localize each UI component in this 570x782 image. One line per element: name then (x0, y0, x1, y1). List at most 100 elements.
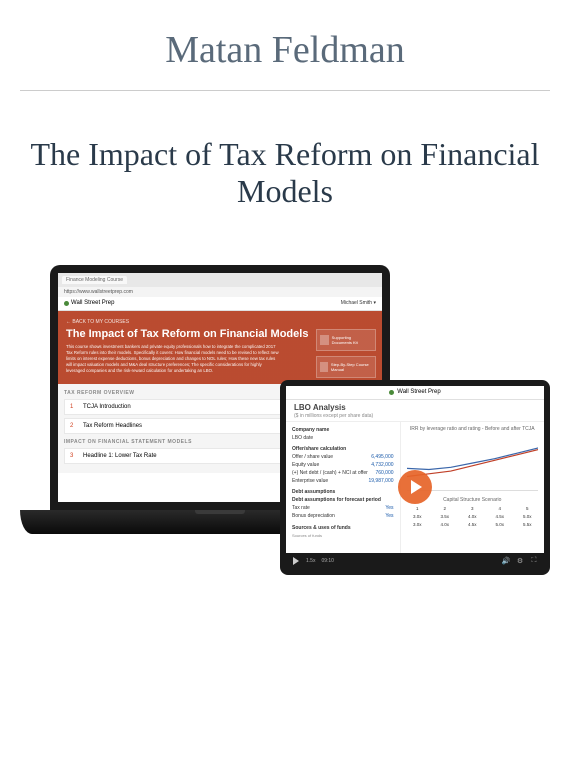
cell-label: Bonus depreciation (292, 513, 335, 519)
cell-value: Yes (385, 505, 393, 511)
cell-label: LBO date (292, 435, 313, 441)
fullscreen-icon[interactable]: ⛶ (530, 557, 538, 565)
table-row: LBO date (292, 434, 394, 442)
cell-value: 760,000 (375, 470, 393, 476)
cell-value: 4,732,000 (371, 462, 393, 468)
spreadsheet-subtitle: ($ in millions except per share data) (286, 413, 544, 422)
table-row: Debt assumptions for forecast period (292, 496, 394, 504)
cell-label: Sources & uses of funds (292, 525, 351, 531)
back-to-courses-link[interactable]: ← BACK TO MY COURSES (66, 319, 374, 325)
table-row: Equity value 4,732,000 (292, 461, 394, 469)
lesson-number: 3 (70, 453, 78, 459)
scenario-val: 3.0x (407, 522, 429, 527)
scenario-col: 5 (517, 506, 539, 511)
browser-tab-bar: Finance Modeling Course (58, 273, 382, 287)
cell-value: Yes (385, 513, 393, 519)
lesson-title: Tax Reform Headlines (83, 423, 142, 429)
cell-label: Debt assumptions (292, 489, 335, 495)
scenario-val: 3.0x (407, 514, 429, 519)
course-manual-card[interactable]: Step-By-Step Course Manual (316, 356, 376, 378)
divider-line (20, 90, 550, 91)
chart-title: IRR by leverage ratio and rating - Befor… (407, 426, 538, 432)
logo-icon (389, 390, 394, 395)
cell-label: Equity value (292, 462, 319, 468)
table-row: Offer/share calculation (292, 445, 394, 453)
site-header: Wall Street Prep Michael Smith ▾ (58, 297, 382, 311)
tablet-mockup: Wall Street Prep LBO Analysis ($ in mill… (280, 380, 550, 575)
supporting-docs-card[interactable]: Supporting Documents Kit (316, 329, 376, 351)
scenario-col: 4 (489, 506, 511, 511)
site-name: Wall Street Prep (71, 300, 114, 306)
manual-icon (320, 362, 328, 372)
table-row: Enterprise value 19,987,000 (292, 477, 394, 485)
cell-label: Company name (292, 427, 329, 433)
playback-speed[interactable]: 1.5x (306, 558, 315, 564)
spreadsheet-title: LBO Analysis (286, 400, 544, 413)
device-mockups: Finance Modeling Course https://www.wall… (20, 265, 550, 665)
hero-section: ← BACK TO MY COURSES The Impact of Tax R… (58, 311, 382, 385)
video-control-bar: 1.5x 09:10 🔊 ⚙ ⛶ (286, 553, 544, 569)
cell-label: (+) Net debt / (cash) + NCI at offer (292, 470, 368, 476)
cell-label: Enterprise value (292, 478, 328, 484)
play-icon (293, 557, 299, 565)
user-name-label: Michael Smith (341, 300, 372, 306)
user-menu[interactable]: Michael Smith ▾ (341, 300, 376, 306)
table-row: Debt assumptions (292, 488, 394, 496)
play-icon (411, 480, 422, 494)
scenario-data-row: 3.0x 3.5x 4.0x 4.5x 5.0x (407, 514, 538, 519)
spreadsheet-left-panel: Company name LBO date Offer/share calcul… (286, 422, 400, 553)
scenario-val: 5.0x (489, 522, 511, 527)
scenario-val: 5.5x (517, 522, 539, 527)
scenario-val: 4.5x (462, 522, 484, 527)
settings-icon[interactable]: ⚙ (516, 557, 524, 565)
scenario-val: 4.0x (462, 514, 484, 519)
lesson-title: Headline 1: Lower Tax Rate (83, 453, 157, 459)
cell-label: Offer / share value (292, 454, 333, 460)
spreadsheet-body: Company name LBO date Offer/share calcul… (286, 422, 544, 553)
scenario-col: 2 (434, 506, 456, 511)
site-name: Wall Street Prep (397, 389, 440, 395)
document-icon (320, 335, 329, 345)
card-label: Step-By-Step Course Manual (331, 362, 372, 372)
logo-icon (64, 301, 69, 306)
scenario-data-row: 3.0x 4.0x 4.5x 5.0x 5.5x (407, 522, 538, 527)
cell-value: 19,987,000 (368, 478, 393, 484)
scenario-val: 4.5x (489, 514, 511, 519)
volume-icon[interactable]: 🔊 (502, 557, 510, 565)
tablet-screen-content: Wall Street Prep LBO Analysis ($ in mill… (286, 386, 544, 569)
laptop-notch (195, 510, 245, 514)
play-pause-button[interactable] (292, 557, 300, 565)
lesson-number: 1 (70, 404, 78, 410)
scenario-val: 4.0x (434, 522, 456, 527)
tablet-site-header: Wall Street Prep (286, 386, 544, 400)
table-row: (+) Net debt / (cash) + NCI at offer 760,… (292, 469, 394, 477)
scenario-header-row: 1 2 3 4 5 (407, 506, 538, 511)
lesson-title: TCJA Introduction (83, 404, 131, 410)
table-row: Sources of funds (292, 532, 394, 539)
browser-url-bar[interactable]: https://www.wallstreetprep.com (58, 287, 382, 297)
video-duration: 09:10 (321, 558, 334, 564)
course-title: The Impact of Tax Reform on Financial Mo… (0, 136, 570, 210)
table-row: Sources & uses of funds (292, 524, 394, 532)
table-row: Bonus depreciation Yes (292, 512, 394, 520)
author-name: Matan Feldman (165, 28, 405, 72)
sources-col-label: Sources of funds (292, 533, 322, 538)
scenario-col: 1 (407, 506, 429, 511)
cell-label: Tax rate (292, 505, 310, 511)
scenario-col: 3 (462, 506, 484, 511)
site-logo[interactable]: Wall Street Prep (64, 300, 114, 306)
cell-value: 6,495,000 (371, 454, 393, 460)
video-play-button[interactable] (398, 470, 432, 504)
hero-description: This course shows investment bankers and… (66, 344, 282, 374)
hero-resource-cards: Supporting Documents Kit Step-By-Step Co… (316, 329, 376, 378)
cell-label: Debt assumptions for forecast period (292, 497, 381, 503)
lesson-number: 2 (70, 423, 78, 429)
table-row: Company name (292, 426, 394, 434)
table-row: Tax rate Yes (292, 504, 394, 512)
browser-tab[interactable]: Finance Modeling Course (62, 276, 127, 284)
scenario-val: 3.5x (434, 514, 456, 519)
cell-label: Offer/share calculation (292, 446, 346, 452)
card-label: Supporting Documents Kit (332, 335, 372, 345)
scenario-val: 5.0x (517, 514, 539, 519)
table-row: Offer / share value 6,495,000 (292, 453, 394, 461)
